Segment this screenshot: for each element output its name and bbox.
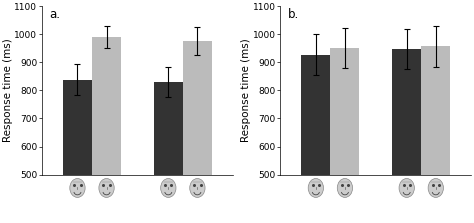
- Ellipse shape: [337, 179, 353, 197]
- Ellipse shape: [308, 179, 324, 197]
- Ellipse shape: [70, 179, 85, 197]
- Ellipse shape: [428, 179, 444, 197]
- Bar: [154, 82, 183, 175]
- Y-axis label: Response time (ms): Response time (ms): [241, 39, 251, 142]
- Text: a.: a.: [50, 8, 61, 21]
- Ellipse shape: [399, 179, 414, 197]
- Ellipse shape: [99, 179, 114, 197]
- Y-axis label: Response time (ms): Response time (ms): [3, 39, 13, 142]
- Ellipse shape: [161, 179, 176, 197]
- Bar: [392, 49, 421, 175]
- Text: b.: b.: [288, 8, 299, 21]
- Bar: [63, 80, 92, 175]
- Bar: [92, 37, 121, 175]
- Bar: [301, 55, 330, 175]
- Bar: [421, 46, 450, 175]
- Ellipse shape: [190, 179, 205, 197]
- Bar: [330, 48, 359, 175]
- Bar: [183, 41, 212, 175]
